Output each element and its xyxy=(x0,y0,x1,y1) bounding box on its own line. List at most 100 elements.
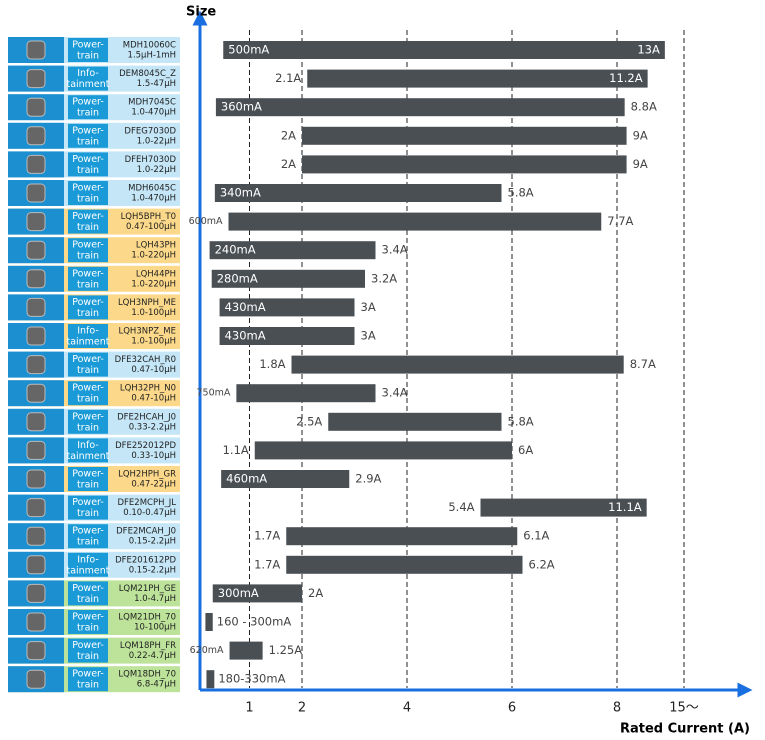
component-icon xyxy=(26,297,46,317)
application-badge xyxy=(68,123,108,148)
value-label: 9A xyxy=(633,157,648,171)
product-spec: 1.0-470μH xyxy=(131,108,176,118)
x-tick-label: 2 xyxy=(298,701,306,716)
value-label: 5.8A xyxy=(508,186,534,200)
component-icon xyxy=(26,126,46,146)
application-label: Power-train xyxy=(72,296,104,318)
x-tick-label: 8 xyxy=(613,701,621,716)
application-label: Power-train xyxy=(72,125,104,147)
product-name: DFE2MCAH_J0 xyxy=(116,527,176,537)
bar xyxy=(205,613,213,631)
product-name: LQH3NPZ_ME xyxy=(119,327,177,337)
value-label: 5.8A xyxy=(508,414,534,428)
application-badge xyxy=(68,38,108,62)
component-icon xyxy=(26,669,46,689)
value-label: 620mA xyxy=(190,645,224,656)
value-label: 430mA xyxy=(225,300,266,314)
application-label: Info-tainment xyxy=(66,325,109,347)
application-badge xyxy=(68,610,108,634)
value-label: 3.4A xyxy=(382,243,408,257)
product-name: LQH3NPH_ME xyxy=(118,298,176,308)
value-label: 280mA xyxy=(217,271,258,285)
bar xyxy=(214,184,502,202)
product-name: DFE201612PD xyxy=(115,555,176,565)
product-spec: 0.22-4.7μH xyxy=(129,651,176,661)
value-label: 3.4A xyxy=(382,386,408,400)
application-label: Power-train xyxy=(72,582,104,604)
application-label: Info-tainment xyxy=(66,439,109,461)
application-label: Power-train xyxy=(72,497,104,519)
application-label: Power-train xyxy=(72,239,104,261)
bar xyxy=(236,384,376,403)
bar xyxy=(254,441,512,460)
bar xyxy=(229,641,263,660)
component-icon xyxy=(26,383,46,403)
value-label: 11.1A xyxy=(608,500,642,514)
value-label: 160 - 300mA xyxy=(217,615,292,629)
product-spec: 0.15-2.2μH xyxy=(129,565,176,575)
value-label: 6.1A xyxy=(523,529,549,543)
component-icon xyxy=(26,326,46,346)
product-spec: 0.47-100μH xyxy=(126,222,176,232)
component-icon xyxy=(26,240,46,260)
application-label: Power-train xyxy=(72,182,104,204)
application-label: Power-train xyxy=(72,640,104,662)
product-name: LQH2HPH_GR xyxy=(118,470,176,480)
product-spec: 0.33-10μH xyxy=(131,451,176,461)
application-label: Power-train xyxy=(72,354,104,376)
application-label: Info-tainment xyxy=(66,68,109,90)
value-label: 3A xyxy=(361,329,376,343)
application-badge xyxy=(68,209,108,234)
value-label: 1.7A xyxy=(254,557,280,571)
product-name: LQH5BPH_T0 xyxy=(121,212,176,222)
bar xyxy=(228,212,602,231)
value-label: 7.7A xyxy=(607,214,633,228)
application-badge xyxy=(68,552,108,577)
component-icon xyxy=(26,40,46,60)
application-badge xyxy=(68,438,108,463)
product-spec: 6.8-47μH xyxy=(137,680,176,690)
component-icon xyxy=(26,555,46,575)
component-icon xyxy=(26,355,46,375)
application-badge xyxy=(68,266,108,291)
bar xyxy=(302,126,627,145)
application-label: Power-train xyxy=(72,611,104,633)
application-badge xyxy=(68,409,108,434)
product-spec: 0.47-10μH xyxy=(131,365,176,375)
product-name: MDH7045C xyxy=(128,98,176,108)
application-badge xyxy=(68,467,108,491)
application-label: Power-train xyxy=(72,153,104,175)
product-spec: 1.0-470μH xyxy=(131,194,176,204)
component-icon xyxy=(26,583,46,603)
component-icon xyxy=(26,526,46,546)
value-label: 2A xyxy=(281,157,296,171)
value-label: 2.5A xyxy=(296,414,322,428)
value-label: 750mA xyxy=(196,388,230,399)
product-name: LQM18DH_70 xyxy=(118,670,176,680)
value-label: 8.7A xyxy=(630,357,656,371)
value-label: 340mA xyxy=(220,186,261,200)
value-label: 13A xyxy=(637,43,660,57)
product-name: LQM18PH_FR xyxy=(120,641,176,651)
application-label: Power-train xyxy=(72,268,104,290)
application-badge xyxy=(68,95,108,120)
component-icon xyxy=(26,69,46,89)
product-spec: 1.0-4.7μH xyxy=(134,594,176,604)
application-badge xyxy=(68,352,108,377)
component-icon xyxy=(26,154,46,174)
value-label: 6A xyxy=(518,443,533,457)
value-label: 240mA xyxy=(215,243,256,257)
bar xyxy=(291,355,624,374)
component-icon xyxy=(26,612,46,632)
bar xyxy=(209,241,376,260)
bar xyxy=(286,527,518,546)
product-name: LQM21DH_70 xyxy=(118,613,176,623)
value-label: 6.2A xyxy=(529,557,555,571)
value-label: 3A xyxy=(361,300,376,314)
product-name: DEM8045C_Z xyxy=(119,69,176,79)
application-badge xyxy=(68,581,108,606)
product-spec: 1.0-100μH xyxy=(131,337,176,347)
product-spec: 1.0-220μH xyxy=(131,279,176,289)
bar xyxy=(223,41,665,59)
application-label: Power-train xyxy=(72,211,104,233)
